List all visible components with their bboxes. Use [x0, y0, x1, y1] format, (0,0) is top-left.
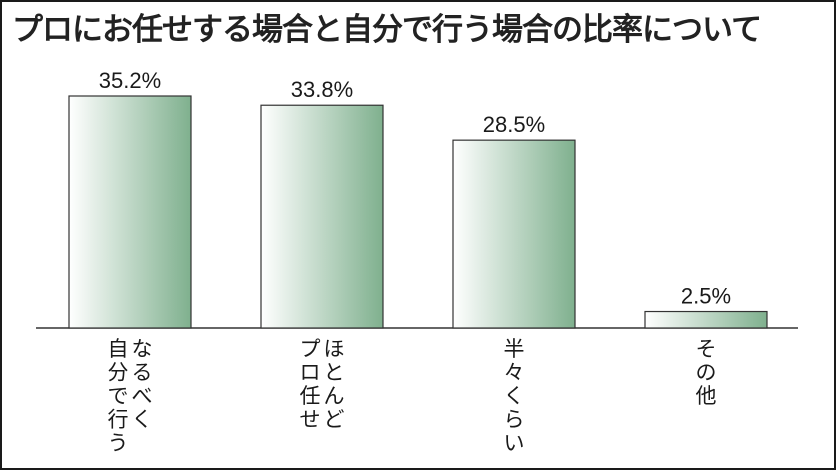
bar-1	[68, 95, 192, 329]
category-label-1-col-2: 自分で行う	[108, 337, 129, 455]
value-label-4: 2.5%	[681, 284, 731, 309]
value-label-3: 28.5%	[483, 112, 545, 137]
bar-4	[644, 310, 768, 329]
bar-2	[260, 104, 384, 329]
category-label-2-col-1: ほとんど	[324, 337, 345, 432]
category-label-2-col-2: プロ任せ	[300, 337, 321, 432]
category-label-3-col-1: 半々くらい	[504, 337, 525, 455]
value-label-1: 35.2%	[99, 68, 161, 93]
value-label-2: 33.8%	[291, 77, 353, 102]
chart-title: プロにお任せする場合と自分で行う場合の比率について	[12, 12, 762, 48]
bar-3	[452, 139, 576, 329]
category-label-4-col-1: その他	[696, 337, 717, 408]
category-label-1-col-1: なるべく	[132, 337, 153, 432]
